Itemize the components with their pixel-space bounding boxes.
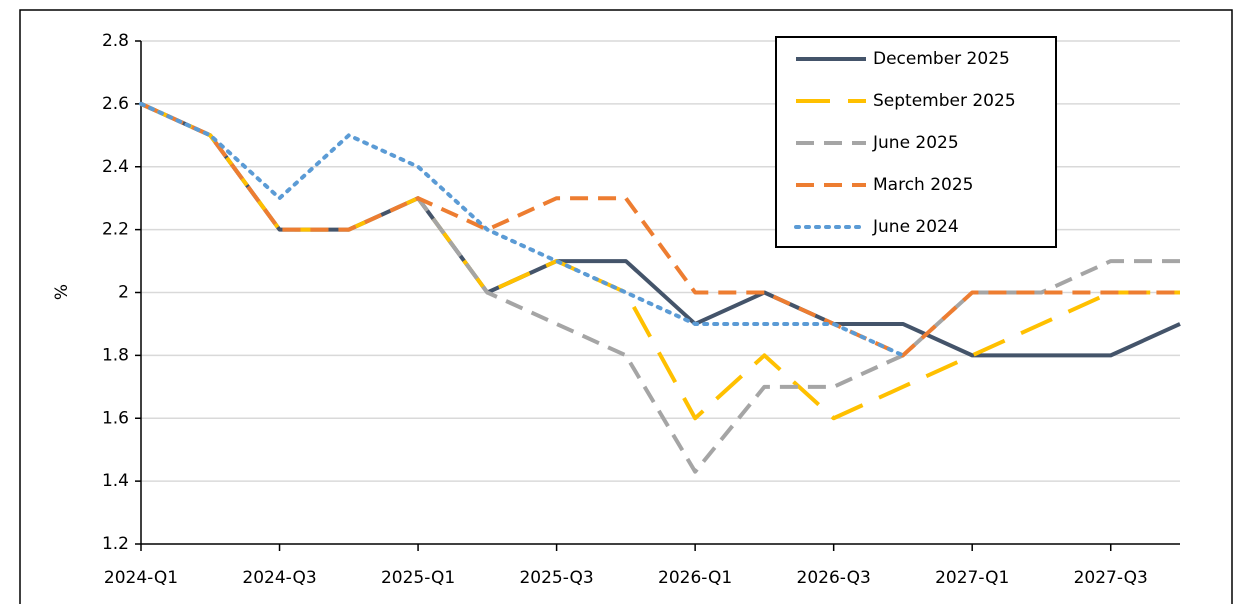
x-tick-label: 2025-Q1 — [381, 568, 455, 588]
y-tick-label: 2.8 — [102, 31, 129, 51]
x-tick-label: 2027-Q1 — [935, 568, 1009, 588]
y-tick-label: 2.4 — [102, 157, 129, 177]
x-tick-label: 2026-Q3 — [797, 568, 871, 588]
legend-label: December 2025 — [873, 49, 1010, 69]
x-tick-label: 2025-Q3 — [519, 568, 593, 588]
y-tick-label: 1.6 — [102, 408, 129, 428]
x-tick-label: 2026-Q1 — [658, 568, 732, 588]
legend-label: September 2025 — [873, 91, 1016, 111]
series-line — [140, 102, 1180, 358]
series-line — [139, 101, 905, 358]
x-tick-label: 2027-Q3 — [1074, 568, 1148, 588]
legend-box — [775, 36, 1057, 248]
legend-label: June 2024 — [872, 217, 959, 237]
legend-label: June 2025 — [872, 133, 959, 153]
y-tick-label: 1.8 — [102, 345, 129, 365]
x-tick-label: 2024-Q3 — [242, 568, 316, 588]
legend-label: March 2025 — [873, 175, 974, 195]
x-tick-label: 2024-Q1 — [104, 568, 178, 588]
y-tick-label: 1.4 — [102, 471, 129, 491]
y-tick-label: 1.2 — [102, 534, 129, 554]
y-tick-label: 2.2 — [102, 220, 129, 240]
y-axis-label: % — [52, 284, 72, 300]
y-tick-label: 2 — [118, 283, 129, 303]
y-tick-label: 2.6 — [102, 94, 129, 114]
frame — [19, 9, 1233, 604]
